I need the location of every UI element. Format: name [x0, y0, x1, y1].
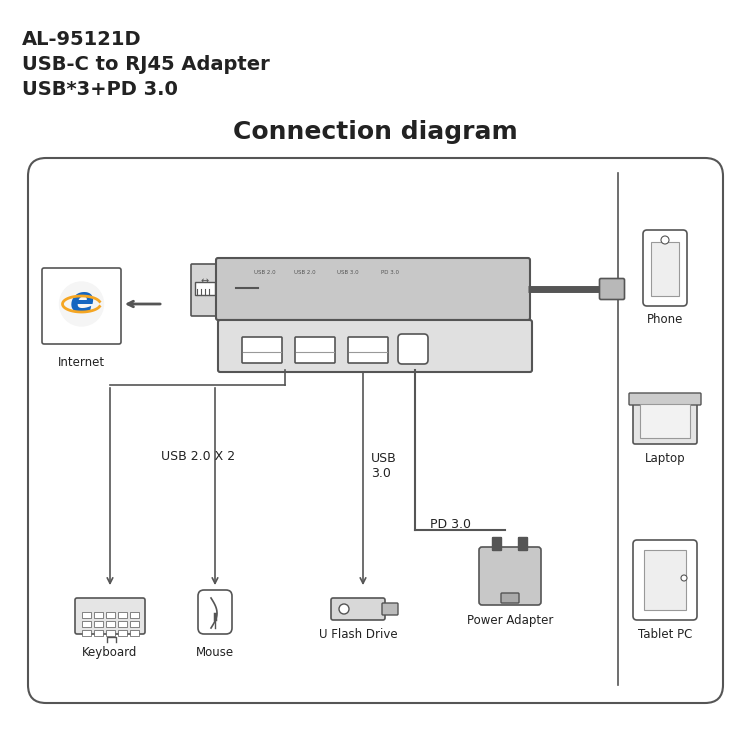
FancyBboxPatch shape [94, 630, 103, 636]
Text: ↔: ↔ [201, 276, 209, 286]
FancyBboxPatch shape [518, 538, 527, 550]
Text: USB*3+PD 3.0: USB*3+PD 3.0 [22, 80, 178, 99]
Text: PD 3.0: PD 3.0 [381, 270, 399, 275]
FancyBboxPatch shape [348, 337, 388, 363]
FancyBboxPatch shape [42, 268, 121, 344]
Text: USB
3.0: USB 3.0 [371, 452, 397, 480]
FancyBboxPatch shape [629, 393, 701, 405]
Circle shape [339, 604, 349, 614]
FancyBboxPatch shape [599, 278, 625, 299]
Text: USB 2.0: USB 2.0 [254, 270, 276, 275]
Text: e: e [69, 285, 94, 319]
FancyBboxPatch shape [118, 612, 127, 618]
Text: PD 3.0: PD 3.0 [430, 518, 471, 531]
FancyBboxPatch shape [130, 621, 139, 627]
FancyBboxPatch shape [106, 612, 115, 618]
Text: Keyboard: Keyboard [82, 646, 138, 659]
FancyBboxPatch shape [82, 612, 91, 618]
Text: AL-95121D: AL-95121D [22, 30, 142, 49]
FancyBboxPatch shape [28, 158, 723, 703]
Text: Phone: Phone [646, 313, 683, 326]
FancyBboxPatch shape [130, 630, 139, 636]
FancyBboxPatch shape [94, 621, 103, 627]
FancyBboxPatch shape [382, 603, 398, 615]
FancyBboxPatch shape [106, 630, 115, 636]
FancyBboxPatch shape [198, 590, 232, 634]
Text: USB-C to RJ45 Adapter: USB-C to RJ45 Adapter [22, 55, 270, 74]
FancyBboxPatch shape [82, 630, 91, 636]
FancyBboxPatch shape [242, 337, 282, 363]
FancyBboxPatch shape [479, 547, 541, 605]
Text: Tablet PC: Tablet PC [638, 628, 692, 641]
FancyBboxPatch shape [331, 598, 385, 620]
FancyBboxPatch shape [651, 242, 679, 296]
FancyBboxPatch shape [218, 320, 532, 372]
Circle shape [59, 282, 104, 326]
FancyBboxPatch shape [640, 404, 690, 438]
Text: Power Adapter: Power Adapter [466, 614, 554, 627]
FancyBboxPatch shape [633, 540, 697, 620]
FancyBboxPatch shape [118, 621, 127, 627]
Circle shape [681, 575, 687, 581]
FancyBboxPatch shape [216, 258, 530, 320]
FancyBboxPatch shape [643, 230, 687, 306]
FancyBboxPatch shape [82, 621, 91, 627]
Text: Internet: Internet [58, 356, 105, 369]
FancyBboxPatch shape [130, 612, 139, 618]
FancyBboxPatch shape [295, 337, 335, 363]
Text: USB 3.0: USB 3.0 [338, 270, 358, 275]
FancyBboxPatch shape [195, 282, 215, 295]
Text: Connection diagram: Connection diagram [232, 120, 518, 144]
FancyBboxPatch shape [501, 593, 519, 603]
FancyBboxPatch shape [398, 334, 428, 364]
FancyBboxPatch shape [644, 550, 686, 610]
Text: U Flash Drive: U Flash Drive [319, 628, 398, 641]
FancyBboxPatch shape [118, 630, 127, 636]
Text: Laptop: Laptop [645, 452, 686, 465]
FancyBboxPatch shape [106, 621, 115, 627]
Text: USB 2.0: USB 2.0 [294, 270, 316, 275]
FancyBboxPatch shape [191, 264, 219, 316]
FancyBboxPatch shape [75, 598, 145, 634]
FancyBboxPatch shape [94, 612, 103, 618]
FancyBboxPatch shape [493, 538, 502, 550]
Text: USB 2.0 X 2: USB 2.0 X 2 [160, 450, 235, 463]
Circle shape [661, 236, 669, 244]
FancyBboxPatch shape [633, 398, 697, 444]
Text: Mouse: Mouse [196, 646, 234, 659]
